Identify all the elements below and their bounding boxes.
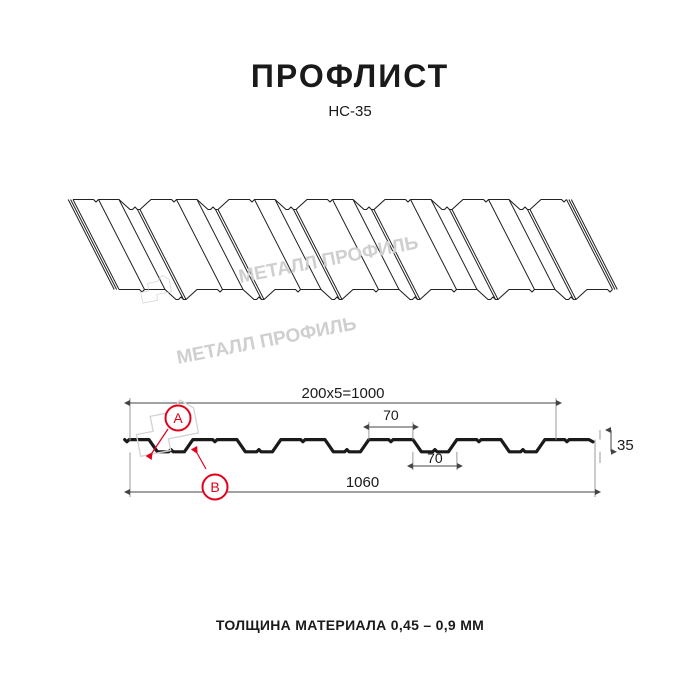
svg-text:70: 70: [427, 450, 443, 466]
svg-text:200x5=1000: 200x5=1000: [302, 385, 385, 402]
svg-text:35: 35: [617, 437, 634, 454]
svg-text:МЕТАЛЛ ПРОФИЛЬ: МЕТАЛЛ ПРОФИЛЬ: [237, 232, 420, 287]
svg-text:МЕТАЛЛ ПРОФИЛЬ: МЕТАЛЛ ПРОФИЛЬ: [175, 313, 358, 368]
svg-text:B: B: [210, 479, 219, 495]
svg-text:70: 70: [383, 407, 399, 423]
svg-text:1060: 1060: [346, 474, 379, 491]
svg-text:A: A: [173, 410, 183, 426]
